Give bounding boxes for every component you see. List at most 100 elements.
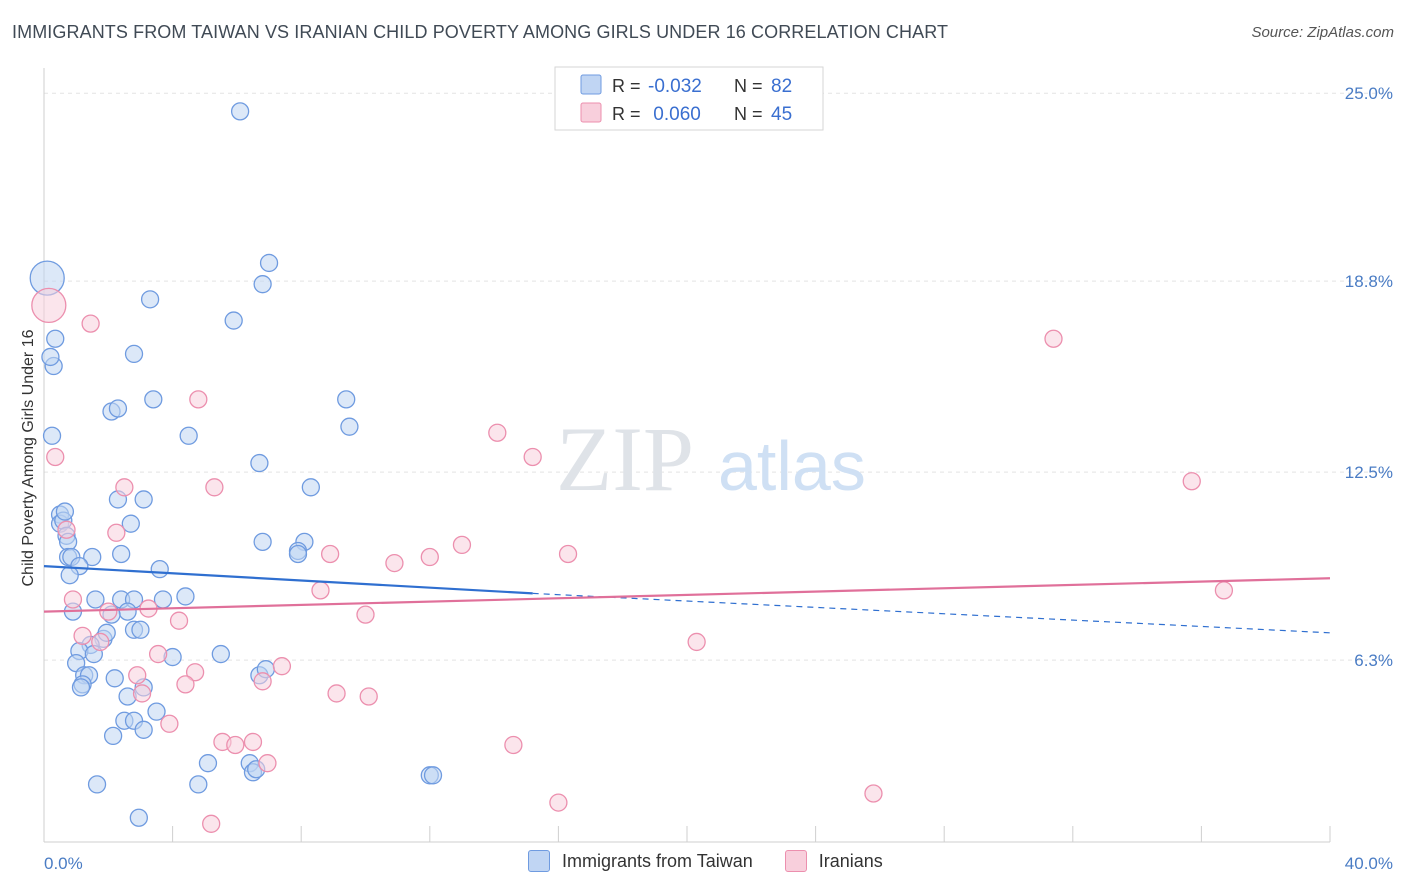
iranian-point <box>107 523 126 542</box>
taiwan-point <box>60 566 79 585</box>
iranian-point <box>1044 329 1063 348</box>
legend-r-label-taiwan: R = <box>612 76 641 96</box>
iranian-point <box>253 672 272 691</box>
axes <box>43 68 1331 843</box>
legend-n-value-iranians: 45 <box>771 104 792 125</box>
iranian-point <box>99 602 118 621</box>
taiwan-point <box>259 253 279 273</box>
iranian-point <box>176 675 195 694</box>
iranian-point <box>128 666 147 685</box>
taiwan-point <box>230 102 250 121</box>
iranian-point <box>687 632 706 652</box>
iranian-point <box>452 535 472 555</box>
watermark-zip: ZIP <box>556 408 694 510</box>
taiwan-point <box>71 678 91 697</box>
y-tick-label: 12.5% <box>1345 463 1393 482</box>
iranian-point <box>420 547 439 567</box>
taiwan-point <box>83 547 102 567</box>
legend-label-taiwan: Immigrants from Taiwan <box>562 850 753 871</box>
iranian-points <box>31 287 1234 833</box>
taiwan-point <box>224 311 243 330</box>
taiwan-point <box>131 620 150 639</box>
iranian-point <box>73 626 92 645</box>
taiwan-point <box>41 347 60 367</box>
legend-n-label-taiwan: N = <box>734 76 763 96</box>
taiwan-point <box>86 590 105 609</box>
legend-n-label-iranians: N = <box>734 104 763 124</box>
legend-swatch-taiwan <box>580 74 602 95</box>
iranian-point <box>327 684 346 703</box>
iranian-point <box>258 754 277 773</box>
taiwan-point <box>124 344 144 364</box>
iranian-point <box>202 814 221 833</box>
iranian-point <box>31 287 67 324</box>
gridlines <box>44 92 1390 661</box>
x-tick-label-min: 0.0% <box>44 854 83 873</box>
taiwan-point <box>176 587 195 606</box>
iranian-point <box>272 657 292 676</box>
iranian-point <box>226 735 245 755</box>
iranian-point <box>115 478 134 497</box>
taiwan-point <box>253 532 272 552</box>
legend-label-iranians: Iranians <box>818 850 883 871</box>
taiwan-point <box>134 490 153 509</box>
taiwan-point <box>337 390 356 409</box>
watermark-atlas: atlas <box>718 427 866 505</box>
iranian-point <box>160 714 179 733</box>
taiwan-point <box>121 514 140 533</box>
y-tick-label: 18.8% <box>1345 272 1393 291</box>
taiwan-point <box>140 290 160 309</box>
iranian-point <box>243 732 263 752</box>
iranian-point <box>63 590 83 609</box>
iranian-point <box>132 684 152 703</box>
iranian-point <box>558 544 578 564</box>
iranian-point <box>148 644 168 664</box>
iranian-point <box>1182 472 1201 491</box>
iranian-point <box>488 423 507 442</box>
taiwan-point <box>301 478 320 497</box>
iranian-point <box>311 581 330 600</box>
iranian-point <box>57 520 76 539</box>
taiwan-trend-line <box>43 565 533 595</box>
taiwan-point <box>118 602 137 621</box>
iranian-point <box>91 632 110 652</box>
watermark: ZIP atlas <box>556 408 866 510</box>
taiwan-point <box>147 702 166 721</box>
taiwan-point <box>55 502 75 521</box>
legend-r-label-iranians: R = <box>612 104 641 124</box>
series-legend: Immigrants from Taiwan Iranians <box>528 850 915 872</box>
taiwan-point <box>198 754 218 773</box>
trend-lines <box>43 565 1331 634</box>
taiwan-point <box>103 726 123 746</box>
taiwan-point <box>129 808 148 827</box>
taiwan-point <box>42 426 62 445</box>
y-tick-label: 25.0% <box>1345 84 1393 103</box>
iranian-point <box>549 793 568 812</box>
taiwan-trend-extension <box>532 592 1331 634</box>
iranian-point <box>1214 581 1234 600</box>
taiwan-points <box>29 102 443 827</box>
taiwan-point <box>112 544 131 564</box>
y-tick-label: 6.3% <box>1354 651 1393 670</box>
tick-labels: 6.3% 12.5% 18.8% 25.0% 0.0% 40.0% <box>44 84 1393 873</box>
taiwan-point <box>144 390 163 409</box>
iranian-point <box>81 314 100 333</box>
x-tick-label-max: 40.0% <box>1345 854 1393 873</box>
legend-swatch-iranians <box>580 102 602 123</box>
taiwan-point <box>87 775 107 794</box>
iranian-point <box>185 663 205 682</box>
taiwan-point <box>179 426 198 445</box>
taiwan-point <box>253 275 272 294</box>
taiwan-point <box>423 766 443 785</box>
iranian-point <box>504 735 523 755</box>
legend-item-iranians: Iranians <box>784 850 883 872</box>
iranian-point <box>320 544 340 564</box>
taiwan-point <box>340 417 359 436</box>
taiwan-point <box>189 775 208 794</box>
chart-title: IMMIGRANTS FROM TAIWAN VS IRANIAN CHILD … <box>12 22 949 42</box>
y-axis-label: Child Poverty Among Girls Under 16 <box>20 329 37 586</box>
legend-n-value-taiwan: 82 <box>771 76 792 97</box>
legend-swatch-iranians-bottom <box>784 850 807 872</box>
taiwan-point <box>288 544 308 564</box>
